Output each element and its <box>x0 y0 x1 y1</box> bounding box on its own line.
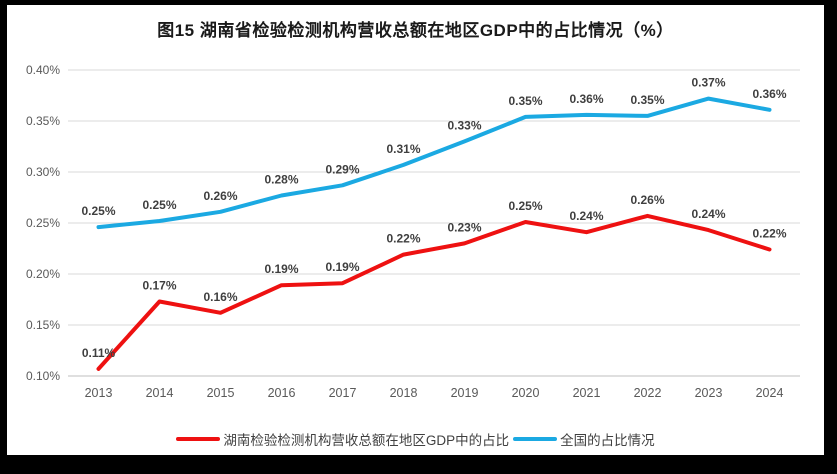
y-axis-tick-label: 0.20% <box>26 267 60 281</box>
data-label: 0.31% <box>386 142 420 156</box>
x-axis-tick-label: 2015 <box>207 386 235 400</box>
y-axis-tick-label: 0.15% <box>26 318 60 332</box>
data-label: 0.26% <box>630 193 664 207</box>
data-label: 0.23% <box>447 220 481 234</box>
data-label: 0.36% <box>752 87 786 101</box>
data-label: 0.36% <box>569 92 603 106</box>
x-axis-tick-label: 2021 <box>573 386 601 400</box>
legend-label-national: 全国的占比情况 <box>560 433 655 448</box>
x-axis-tick-label: 2024 <box>756 386 784 400</box>
y-axis-tick-label: 0.25% <box>26 216 60 230</box>
data-label: 0.29% <box>325 162 359 176</box>
data-label: 0.25% <box>508 199 542 213</box>
data-label: 0.37% <box>691 76 725 90</box>
y-axis-tick-label: 0.10% <box>26 369 60 383</box>
data-label: 0.16% <box>203 290 237 304</box>
hunan-line-swatch-icon <box>176 437 221 441</box>
y-axis-tick-label: 0.35% <box>26 114 60 128</box>
data-label: 0.33% <box>447 118 481 132</box>
legend-item-hunan: 湖南检验检测机构营收总额在地区GDP中的占比 <box>176 429 509 449</box>
y-axis-tick-label: 0.40% <box>26 63 60 77</box>
x-axis-tick-label: 2020 <box>512 386 540 400</box>
x-axis-tick-label: 2018 <box>390 386 418 400</box>
x-axis-tick-label: 2016 <box>268 386 296 400</box>
data-label: 0.35% <box>508 94 542 108</box>
y-axis-tick-label: 0.30% <box>26 165 60 179</box>
data-label: 0.28% <box>264 172 298 186</box>
data-label: 0.19% <box>325 260 359 274</box>
data-label: 0.22% <box>752 227 786 241</box>
legend-item-national: 全国的占比情况 <box>513 429 655 449</box>
line-chart-plot: 0.40% 0.35% 0.30% 0.25% 0.20% 0.15% 0.10% 2013 2… <box>26 63 800 400</box>
chart-title: 图15 湖南省检验检测机构营收总额在地区GDP中的占比情况（%） <box>157 21 674 40</box>
series-line-national <box>96 96 772 230</box>
data-label: 0.22% <box>386 232 420 246</box>
data-label: 0.11% <box>82 346 116 360</box>
x-axis-tick-label: 2017 <box>329 386 357 400</box>
data-label: 0.24% <box>691 207 725 221</box>
x-axis-tick-label: 2013 <box>85 386 113 400</box>
data-label: 0.19% <box>264 262 298 276</box>
x-axis-tick-label: 2023 <box>695 386 723 400</box>
data-label: 0.25% <box>142 198 176 212</box>
data-label: 0.24% <box>569 209 603 223</box>
x-axis-tick-label: 2022 <box>634 386 662 400</box>
data-label: 0.26% <box>203 189 237 203</box>
data-label: 0.25% <box>81 204 115 218</box>
data-label: 0.17% <box>142 279 176 293</box>
legend-label-hunan: 湖南检验检测机构营收总额在地区GDP中的占比 <box>223 433 510 448</box>
x-axis-tick-label: 2019 <box>451 386 479 400</box>
x-axis-tick-label: 2014 <box>146 386 174 400</box>
legend: 湖南检验检测机构营收总额在地区GDP中的占比 全国的占比情况 <box>7 429 824 449</box>
chart-card: 图15 湖南省检验检测机构营收总额在地区GDP中的占比情况（%） 0.40% 0.… <box>7 5 824 455</box>
data-label: 0.35% <box>630 93 664 107</box>
series-line-hunan <box>96 213 772 371</box>
national-line-swatch-icon <box>513 437 558 441</box>
